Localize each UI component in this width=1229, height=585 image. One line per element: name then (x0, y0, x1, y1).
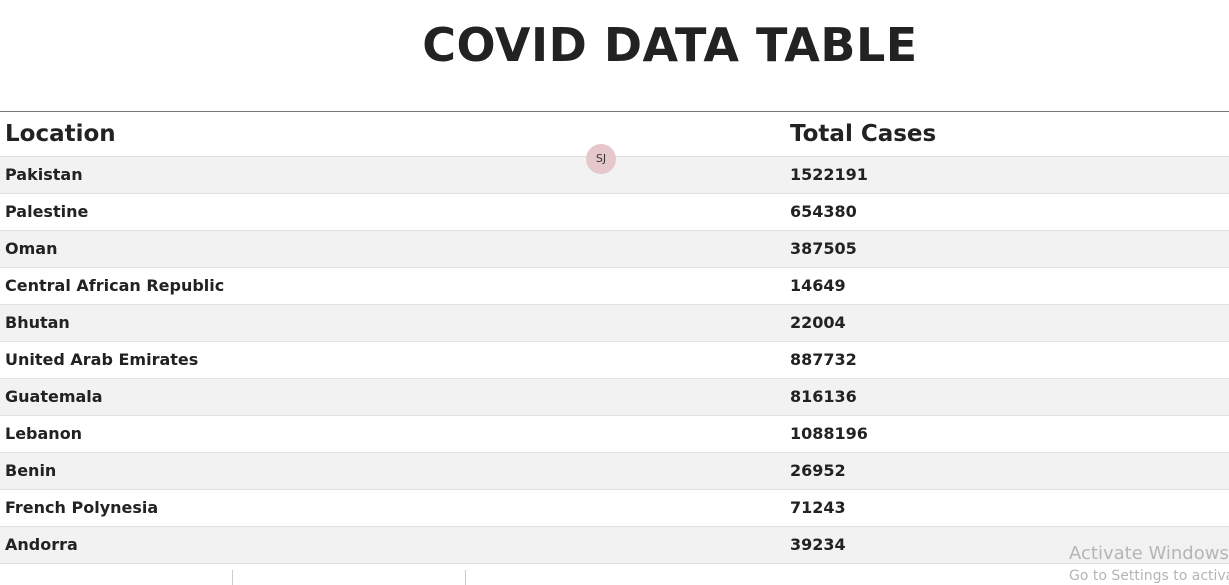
location-cell: Central African Republic (5, 276, 225, 295)
cases-cell: 39234 (790, 535, 846, 554)
location-cell: Andorra (5, 535, 78, 554)
column-header: Total Cases (790, 121, 937, 147)
table-row: Oman 387505 (0, 231, 1229, 268)
location-cell: Lebanon (5, 424, 83, 443)
avatar[interactable]: SJ (586, 144, 616, 174)
table-row: Central African Republic 14649 (0, 268, 1229, 305)
header-row: Location Total Cases (0, 112, 1229, 157)
table-row: Lebanon 1088196 (0, 416, 1229, 453)
location-cell: Benin (5, 461, 57, 480)
cases-cell: 26952 (790, 461, 846, 480)
table-row: Guatemala 816136 (0, 379, 1229, 416)
cases-cell: 22004 (790, 313, 846, 332)
page-title: COVID DATA TABLE (422, 18, 918, 72)
table-row: Bhutan 22004 (0, 305, 1229, 342)
divider (232, 570, 233, 585)
table-row: United Arab Emirates 887732 (0, 342, 1229, 379)
watermark-subtitle: Go to Settings to activat (1069, 568, 1229, 584)
location-cell: Bhutan (5, 313, 70, 332)
table-row: Benin 26952 (0, 453, 1229, 490)
cases-cell: 1522191 (790, 165, 868, 184)
watermark-title: Activate Windows (1069, 543, 1229, 564)
cases-cell: 816136 (790, 387, 857, 406)
cases-cell: 14649 (790, 276, 846, 295)
divider (465, 570, 466, 585)
cases-cell: 71243 (790, 498, 846, 517)
location-cell: French Polynesia (5, 498, 159, 517)
location-cell: Guatemala (5, 387, 103, 406)
table-row: French Polynesia 71243 (0, 490, 1229, 527)
cases-cell: 387505 (790, 239, 857, 258)
location-cell: Pakistan (5, 165, 83, 184)
cases-cell: 654380 (790, 202, 857, 221)
location-cell: Palestine (5, 202, 89, 221)
table-row: Andorra 39234 (0, 527, 1229, 564)
table-row: Palestine 654380 (0, 194, 1229, 231)
column-header: Location (5, 121, 116, 147)
bottom-bar (0, 563, 1229, 585)
location-cell: Oman (5, 239, 58, 258)
data-table: Location Total Cases Pakistan 1522191 Palest… (0, 111, 1229, 564)
cases-cell: 1088196 (790, 424, 868, 443)
location-cell: United Arab Emirates (5, 350, 199, 369)
cases-cell: 887732 (790, 350, 857, 369)
